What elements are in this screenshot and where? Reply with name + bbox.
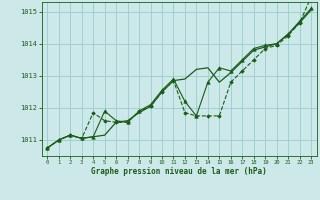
X-axis label: Graphe pression niveau de la mer (hPa): Graphe pression niveau de la mer (hPa) (91, 167, 267, 176)
